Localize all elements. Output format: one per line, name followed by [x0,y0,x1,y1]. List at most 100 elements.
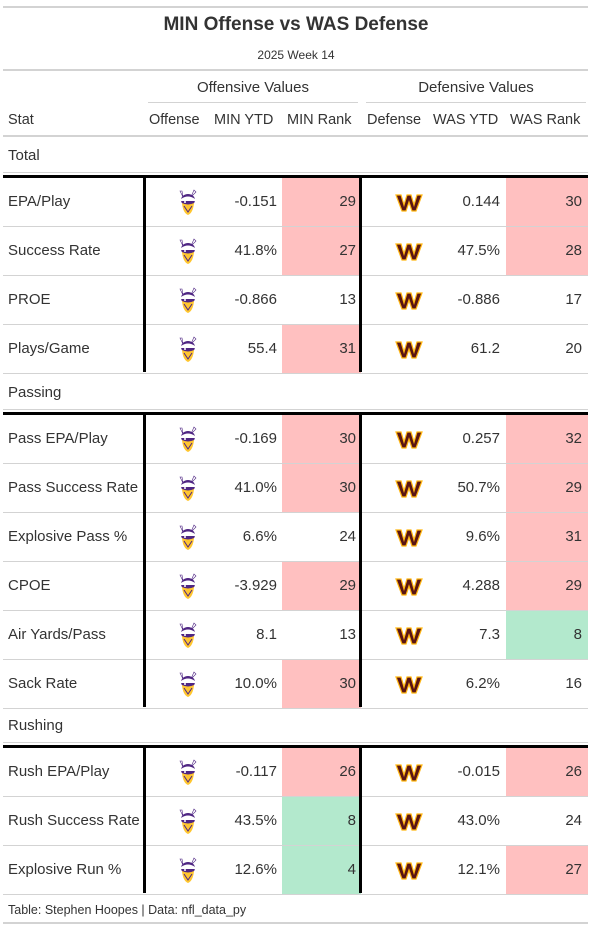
spanner-defensive: Defensive Values [418,79,534,96]
was-rank-value: 24 [565,812,582,829]
stat-name: Rush EPA/Play [8,763,110,780]
table-footer: Table: Stephen Hoopes | Data: nfl_data_p… [8,903,247,917]
min-rank-value: 29 [339,577,356,594]
min-ytd-value: 43.5% [234,812,277,829]
table-row: Pass Success Rate 41.0% 30 50.7% 29 [3,464,588,513]
was-rank-value: 20 [565,340,582,357]
was-ytd-value: 12.1% [457,861,500,878]
min-rank-value: 24 [339,528,356,545]
was-rank-highlight [506,748,588,796]
was-rank-value: 16 [565,675,582,692]
stat-name: Air Yards/Pass [8,626,106,643]
vikings-logo-icon [174,757,202,787]
commanders-logo-icon [395,855,423,885]
was-rank-highlight [506,562,588,610]
defense-column-border [359,746,362,893]
min-ytd-value: -0.169 [234,430,277,447]
commanders-logo-icon [395,669,423,699]
min-rank-highlight [282,464,361,512]
was-ytd-value: 9.6% [465,528,500,545]
column-header-rule [3,135,588,137]
commanders-logo-icon [395,424,423,454]
column-header-offense: Offense [149,112,200,128]
row-divider [3,324,588,325]
column-header-min-ytd: MIN YTD [214,112,274,128]
section-top-border [3,175,588,178]
table-row: PROE -0.866 13 -0.886 17 [3,276,588,325]
was-rank-highlight [506,227,588,275]
row-divider [3,796,588,797]
was-ytd-value: -0.886 [457,291,500,308]
commanders-logo-icon [395,473,423,503]
table-row: Sack Rate 10.0% 30 6.2% 16 [3,660,588,709]
was-rank-highlight [506,846,588,894]
min-ytd-value: 8.1 [256,626,277,643]
min-rank-value: 31 [339,340,356,357]
stat-name: Rush Success Rate [8,812,140,829]
offense-column-border [143,176,146,372]
section-top-border [3,745,588,748]
was-rank-value: 28 [565,242,582,259]
commanders-logo-icon [395,620,423,650]
table-row: Pass EPA/Play -0.169 30 0.257 32 [3,415,588,464]
column-header-defense: Defense [367,112,422,128]
min-ytd-value: 12.6% [234,861,277,878]
top-rule [3,6,588,8]
offense-column-border [143,746,146,893]
table-row: EPA/Play -0.151 29 0.144 30 [3,178,588,227]
table-row: Rush Success Rate 43.5% 8 43.0% 24 [3,797,588,846]
section-label-rushing: Rushing [8,717,64,734]
was-ytd-value: -0.015 [457,763,500,780]
row-divider [3,610,588,611]
was-ytd-value: 43.0% [457,812,500,829]
section-label-rule [3,409,588,410]
commanders-logo-icon [395,236,423,266]
was-rank-value: 30 [565,193,582,210]
min-rank-value: 26 [339,763,356,780]
stat-name: Pass EPA/Play [8,430,108,447]
was-rank-highlight [506,178,588,226]
was-rank-value: 27 [565,861,582,878]
section-label-passing: Passing [8,384,62,401]
min-ytd-value: -0.117 [235,763,277,780]
row-divider [3,708,588,709]
vikings-logo-icon [174,522,202,552]
min-rank-value: 27 [339,242,356,259]
commanders-logo-icon [395,571,423,601]
table-row: Explosive Pass % 6.6% 24 9.6% 31 [3,513,588,562]
was-rank-highlight [506,513,588,561]
offense-column-border [143,413,146,707]
table-row: CPOE -3.929 29 4.288 29 [3,562,588,611]
row-divider [3,226,588,227]
row-divider [3,275,588,276]
min-rank-value: 4 [347,861,356,878]
column-header-min-rank: MIN Rank [287,112,352,128]
commanders-logo-icon [395,187,423,217]
commanders-logo-icon [395,285,423,315]
section-label-rule [3,172,588,173]
header-rule [3,69,588,71]
column-header-was-ytd: WAS YTD [433,112,499,128]
defense-column-border [359,176,362,372]
stat-name: Success Rate [8,242,101,259]
was-rank-value: 17 [565,291,582,308]
table-row: Rush EPA/Play -0.117 26 -0.015 26 [3,748,588,797]
was-rank-value: 29 [565,479,582,496]
vikings-logo-icon [174,620,202,650]
stat-name: Pass Success Rate [8,479,139,496]
table-row: Explosive Run % 12.6% 4 12.1% 27 [3,846,588,895]
column-header-was-rank: WAS Rank [510,112,581,128]
commanders-logo-icon [395,334,423,364]
min-rank-highlight [282,660,361,708]
spanner-offensive-line [148,102,358,103]
min-ytd-value: -0.151 [234,193,277,210]
min-rank-value: 30 [339,479,356,496]
min-ytd-value: 6.6% [242,528,277,545]
vikings-logo-icon [174,334,202,364]
was-rank-value: 8 [573,626,582,643]
was-ytd-value: 50.7% [457,479,500,496]
min-rank-value: 29 [339,193,356,210]
was-rank-highlight [506,611,588,659]
was-ytd-value: 47.5% [457,242,500,259]
min-ytd-value: 41.0% [234,479,277,496]
